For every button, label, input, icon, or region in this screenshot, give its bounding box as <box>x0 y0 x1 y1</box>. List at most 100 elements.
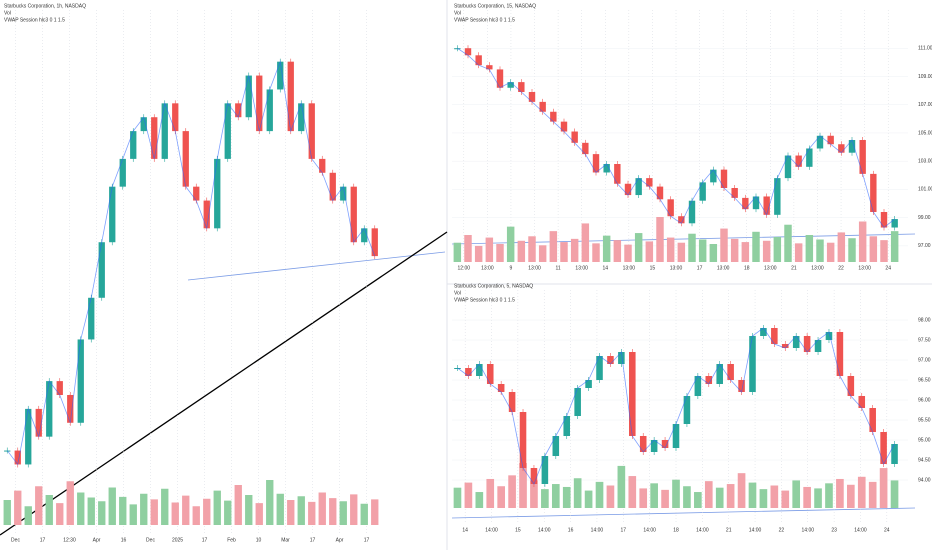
candle <box>371 228 378 257</box>
x-tick-label: 14:00 <box>485 527 498 533</box>
volume-bar <box>656 217 664 262</box>
x-tick-label: 23 <box>831 527 837 533</box>
candle <box>646 178 653 187</box>
volume-bar <box>56 503 64 525</box>
candle <box>738 380 745 392</box>
trend-line <box>451 507 916 519</box>
volume-bar <box>709 244 718 262</box>
candle <box>752 196 760 210</box>
x-tick-label: 13:00 <box>481 265 494 271</box>
volume-bar <box>890 231 899 262</box>
volume-bar <box>570 238 579 262</box>
volume-bar <box>826 242 835 262</box>
volume-bar <box>77 492 85 525</box>
candle <box>838 144 845 153</box>
candle <box>891 444 898 464</box>
candle <box>672 424 680 448</box>
x-tick-label: 13:00 <box>717 265 730 271</box>
volume-bar <box>453 487 462 508</box>
volume-bar <box>549 231 558 262</box>
volume-bar <box>360 503 368 525</box>
candle <box>550 111 557 122</box>
volume-bar <box>464 235 472 262</box>
volume-bar <box>688 233 696 262</box>
candle <box>161 103 168 159</box>
volume-bar <box>560 242 568 262</box>
y-tick-label: 97.50 <box>918 337 931 343</box>
volume-bar <box>530 480 538 508</box>
volume-bar <box>836 478 844 508</box>
volume-bar <box>506 226 515 262</box>
y-tick-label: 96.00 <box>918 397 931 403</box>
price-line <box>457 47 895 229</box>
volume-bar <box>308 501 316 525</box>
x-tick-label: Dec <box>146 537 155 543</box>
volume-bar <box>715 487 724 508</box>
candle <box>683 396 691 424</box>
candle <box>760 328 767 336</box>
x-tick-label: 12:00 <box>458 265 471 271</box>
candle <box>814 340 822 352</box>
volume-bar <box>677 242 686 262</box>
candle <box>266 89 273 132</box>
candle <box>214 158 221 229</box>
volume-bar <box>606 485 615 508</box>
legend-text: Vol <box>454 290 461 296</box>
candle <box>774 178 781 215</box>
candle <box>151 117 158 159</box>
y-tick-label: 97.00 <box>918 357 931 363</box>
x-tick-label: Feb <box>227 537 236 543</box>
x-tick-label: 14:00 <box>591 527 604 533</box>
volume-bar <box>573 478 582 508</box>
candle <box>235 103 242 118</box>
volume-bar <box>453 242 462 262</box>
volume-bar <box>350 494 358 525</box>
x-tick-label: 24 <box>885 265 891 271</box>
volume-bar <box>497 486 505 508</box>
x-tick-label: 14:00 <box>749 527 762 533</box>
volume-bar <box>759 489 768 508</box>
volume-bar <box>371 499 379 525</box>
volume-bar <box>266 480 274 525</box>
volume-bar <box>628 476 637 508</box>
trend-line <box>0 231 448 536</box>
x-tick-label: 24 <box>884 527 890 533</box>
candle <box>656 186 664 200</box>
candle <box>465 368 472 376</box>
volume-bar <box>773 236 782 262</box>
volume-bar <box>234 485 242 525</box>
volume-bar <box>562 486 571 508</box>
volume-bar <box>474 245 483 262</box>
legend-text: Vol <box>4 10 11 16</box>
volume-bar <box>108 487 116 525</box>
x-tick-label: 21 <box>791 265 797 271</box>
candle <box>563 416 571 436</box>
volume-bar <box>161 488 169 525</box>
x-tick-label: 10 <box>256 537 262 543</box>
volume-bar <box>287 500 295 525</box>
candle <box>518 82 525 92</box>
volume-bar <box>171 502 179 525</box>
candle <box>574 388 581 416</box>
volume-bar <box>508 475 516 508</box>
volume-bar <box>617 465 626 508</box>
volume-bar <box>464 482 473 508</box>
candle <box>25 408 32 465</box>
volume-bar <box>698 239 707 262</box>
candle <box>614 164 621 184</box>
x-tick-label: 14:00 <box>696 527 709 533</box>
volume-bar <box>848 238 856 262</box>
candle <box>699 182 706 201</box>
legend-text: Starbucks Corporation, 1h, NASDAQ <box>4 3 86 9</box>
candle <box>319 158 326 173</box>
volume-bar <box>203 498 211 525</box>
volume-bar <box>650 483 658 508</box>
volume-bar <box>613 240 622 262</box>
candle <box>848 140 856 153</box>
x-tick-label: 16 <box>568 527 574 533</box>
volume-bar <box>45 495 53 525</box>
volume-bar <box>519 463 527 508</box>
y-tick-label: 109.00 <box>918 74 932 80</box>
candle <box>710 169 717 183</box>
candle <box>870 173 877 212</box>
